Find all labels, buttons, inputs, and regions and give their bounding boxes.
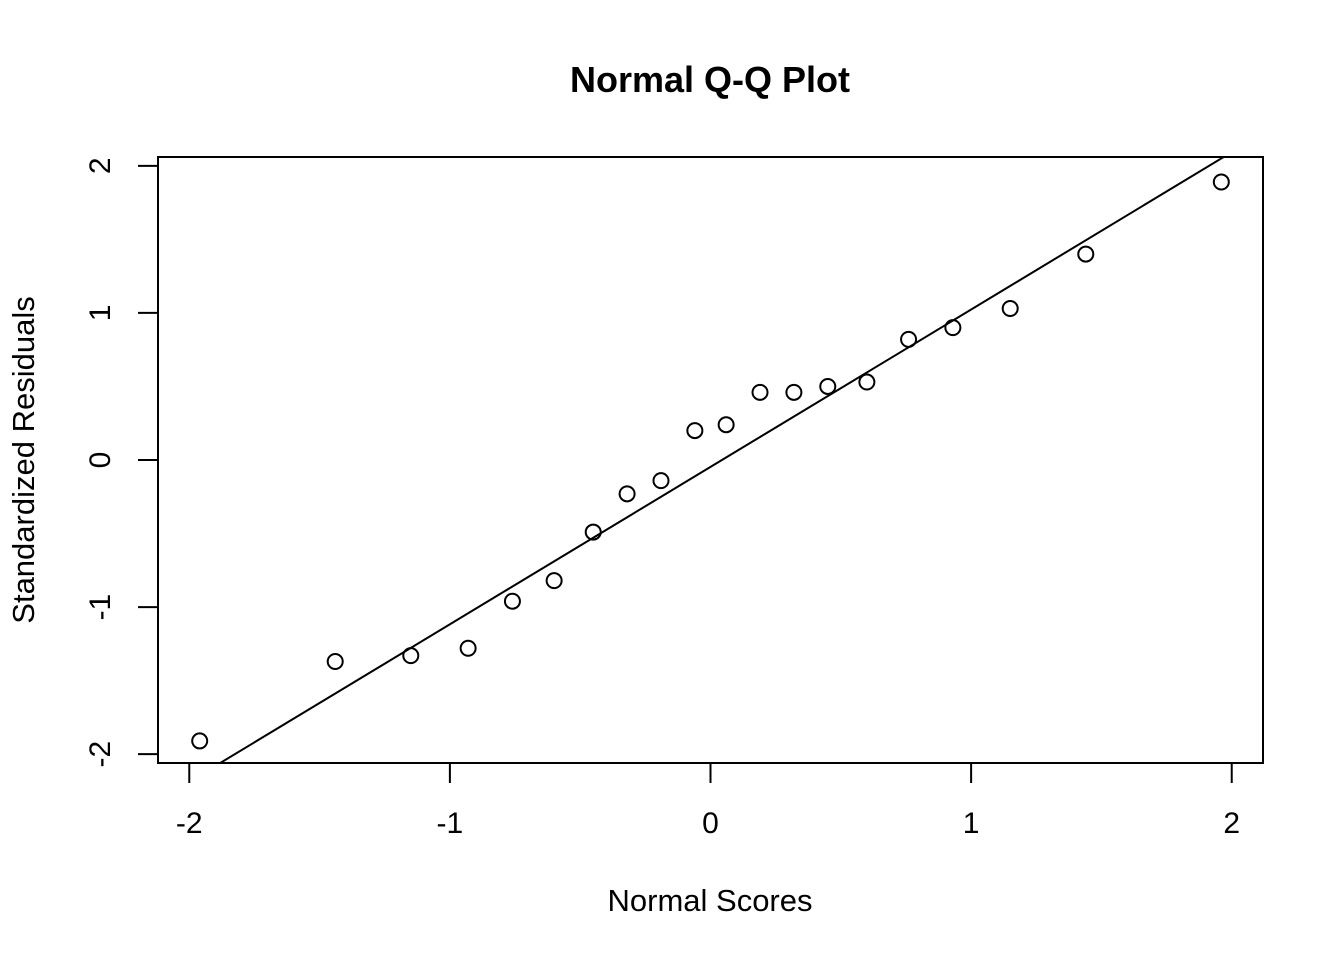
data-point (191, 732, 209, 750)
data-point (1001, 300, 1019, 317)
x-tick-label: -1 (437, 807, 464, 840)
data-point (1212, 173, 1230, 191)
data-point (858, 373, 876, 391)
x-axis-label: Normal Scores (608, 883, 813, 918)
data-point (503, 592, 521, 610)
y-axis-label: Standardized Residuals (6, 296, 41, 623)
data-point (618, 485, 636, 503)
data-point (1077, 245, 1095, 263)
data-point (944, 319, 962, 337)
data-point (545, 572, 563, 590)
y-tick-label: 2 (84, 157, 117, 174)
y-tick-label: 0 (84, 452, 117, 469)
x-tick-label: 0 (702, 807, 719, 840)
data-point (819, 377, 837, 395)
x-tick-label: -2 (176, 807, 203, 840)
y-tick-label: 1 (84, 305, 117, 322)
data-point (459, 639, 477, 657)
data-point (900, 330, 918, 348)
y-tick-label: -2 (84, 741, 117, 768)
data-point (751, 383, 769, 401)
data-point (686, 422, 704, 440)
x-axis: -2 -1 0 1 2 (176, 762, 1240, 840)
data-point (785, 383, 803, 401)
y-axis: -2 -1 0 1 2 (84, 157, 159, 768)
x-tick-label: 1 (963, 807, 980, 840)
plot-frame (157, 156, 1264, 764)
qq-reference-line (218, 157, 1226, 763)
chart-title: Normal Q-Q Plot (570, 59, 850, 100)
data-point (584, 523, 602, 541)
x-tick-label: 2 (1223, 807, 1240, 840)
data-point (717, 416, 735, 434)
data-point (326, 653, 344, 671)
data-point (402, 647, 420, 665)
y-tick-label: -1 (84, 594, 117, 621)
data-point (652, 472, 670, 490)
